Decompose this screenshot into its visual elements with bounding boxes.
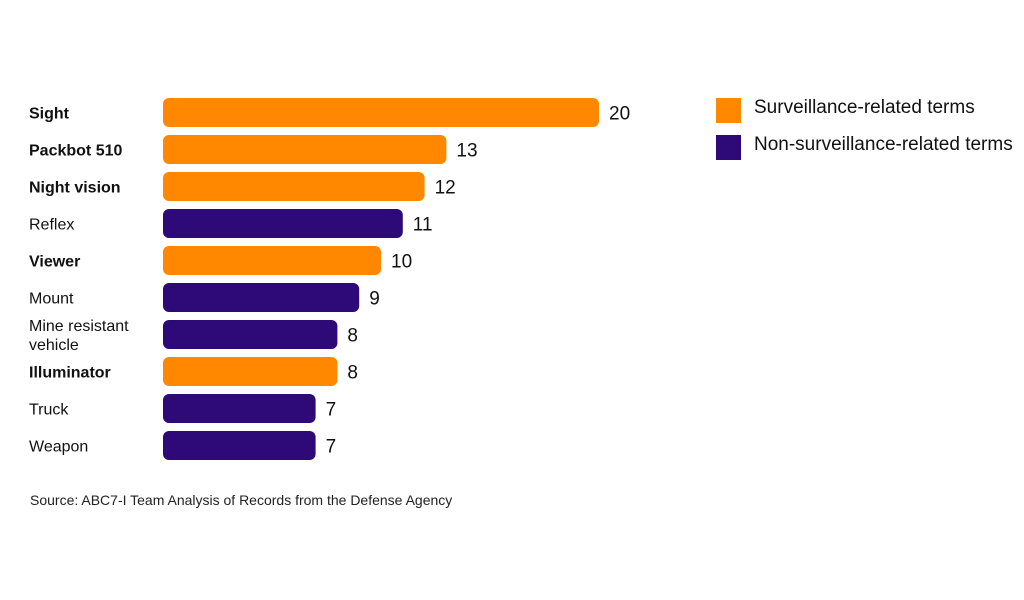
bar-row: 7 Weapon	[29, 431, 336, 460]
bar-value-label: 8	[347, 326, 358, 347]
bar-mine-resistant-vehicle	[163, 320, 338, 349]
bar-value-label: 11	[413, 215, 433, 236]
bar-value-label: 20	[609, 104, 630, 125]
category-label: Reflex	[29, 217, 74, 234]
bar-row: 8 Mine resistant vehicle	[29, 318, 358, 354]
bar-value-label: 8	[347, 363, 358, 384]
category-label: Packbot 510	[29, 143, 122, 160]
legend-item-non-surveillance: Non-surveillance-related terms	[716, 135, 1016, 160]
category-label: Mount	[29, 291, 74, 308]
bar-sight	[163, 98, 599, 127]
category-label: Weapon	[29, 439, 88, 456]
bar-mount	[163, 283, 360, 312]
bar-illuminator	[163, 357, 338, 386]
bar-row: 12 Night vision	[29, 172, 456, 201]
bar-row: 9 Mount	[29, 283, 380, 312]
source-note: Source: ABC7-I Team Analysis of Records …	[30, 492, 453, 508]
bar-row: 11 Reflex	[29, 209, 433, 238]
legend-label-surveillance: Surveillance-related terms	[754, 97, 975, 118]
bar-value-label: 7	[326, 400, 337, 421]
category-label: Illuminator	[29, 365, 111, 382]
legend-swatch-surveillance	[716, 98, 741, 123]
bar-row: 7 Truck	[29, 394, 336, 423]
category-label: Sight	[29, 106, 70, 123]
bar-value-label: 13	[456, 141, 477, 162]
category-label: Mine resistant vehicle	[29, 318, 129, 354]
bar-row: 20 Sight	[29, 98, 630, 127]
category-label: Viewer	[29, 254, 80, 271]
legend: Surveillance-related terms Non-surveilla…	[716, 98, 1016, 172]
bar-row: 10 Viewer	[29, 246, 412, 275]
bar-value-label: 9	[369, 289, 380, 310]
legend-item-surveillance: Surveillance-related terms	[716, 98, 1016, 123]
bar-value-label: 12	[435, 178, 456, 199]
bar-value-label: 10	[391, 252, 412, 273]
bar-weapon	[163, 431, 316, 460]
bar-value-label: 7	[326, 437, 337, 458]
category-label: Truck	[29, 402, 69, 419]
category-label: Night vision	[29, 180, 121, 197]
bar-row: 13 Packbot 510	[29, 135, 478, 164]
legend-label-non-surveillance: Non-surveillance-related terms	[754, 134, 1013, 155]
legend-swatch-non-surveillance	[716, 135, 741, 160]
bar-viewer	[163, 246, 381, 275]
bar-packbot-510	[163, 135, 447, 164]
bar-reflex	[163, 209, 403, 238]
bar-night-vision	[163, 172, 425, 201]
bar-row: 8 Illuminator	[29, 357, 358, 386]
bar-truck	[163, 394, 316, 423]
